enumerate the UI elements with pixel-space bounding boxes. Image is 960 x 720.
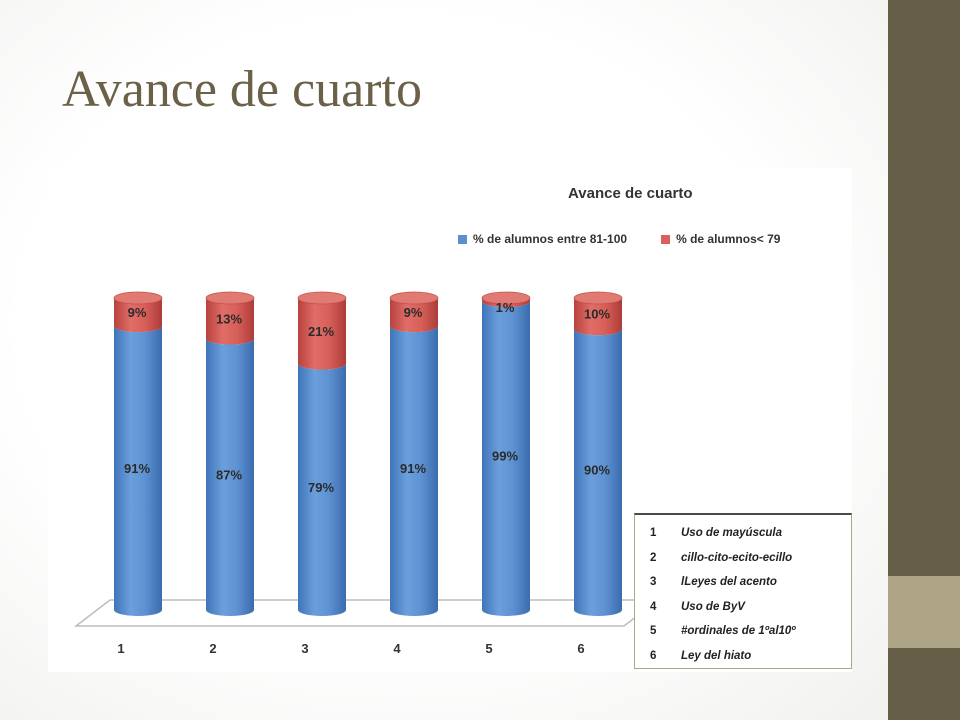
key-row: 4 Uso de ByV — [635, 595, 851, 620]
chart-title: Avance de cuarto — [568, 185, 693, 202]
data-label-series-1: 90% — [584, 463, 610, 478]
bar-segment-series-2 — [114, 298, 162, 333]
data-label-series-2: 1% — [496, 300, 515, 315]
bar-segment-series-1 — [298, 363, 346, 616]
bar-segment-series-2 — [298, 298, 346, 370]
chart-floor — [73, 599, 661, 627]
bar-segment-series-2 — [390, 298, 438, 333]
x-tick-label: 2 — [209, 641, 216, 656]
bar-segment-series-1 — [482, 301, 530, 616]
bar-cap — [481, 291, 531, 305]
data-label-series-1: 91% — [400, 461, 426, 476]
data-label-series-1: 79% — [308, 480, 334, 495]
key-row: 2 cillo-cito-ecito-ecillo — [635, 546, 851, 571]
bar-segment-series-2 — [206, 298, 254, 345]
data-label-series-2: 10% — [584, 307, 610, 322]
bar-segment-series-1 — [574, 329, 622, 616]
data-label-series-2: 9% — [128, 305, 147, 320]
bar-segment-series-1 — [114, 326, 162, 616]
stacked-bar-chart: 91% 9% 1 87% 13% 2 79% 21% 3 91% 9% 4 99% 1% 5 90% 10% 6 — [73, 291, 661, 656]
key-number: 4 — [650, 600, 657, 613]
key-text: cillo-cito-ecito-ecillo — [681, 551, 793, 564]
data-label-series-1: 99% — [492, 449, 518, 464]
key-number: 1 — [650, 527, 657, 540]
key-row: 6 Ley del hiato — [635, 644, 851, 669]
legend-label-series-2: % de alumnos< 79 — [676, 232, 781, 246]
legend-item-series-1: % de alumnos entre 81-100 — [458, 232, 627, 246]
x-tick-label: 1 — [117, 641, 124, 656]
key-number: 2 — [650, 551, 657, 564]
data-label-series-1: 91% — [124, 461, 150, 476]
slide-sidebar-accent — [888, 576, 960, 648]
chart-legend: % de alumnos entre 81-100 % de alumnos< … — [458, 232, 780, 246]
bar-cap — [297, 291, 347, 305]
legend-swatch-red — [661, 234, 671, 244]
x-tick-label: 6 — [577, 641, 584, 656]
bar-segment-series-2 — [482, 298, 530, 308]
key-number: 3 — [650, 576, 657, 589]
data-label-series-2: 9% — [404, 305, 423, 320]
x-tick-label: 5 — [485, 641, 492, 656]
data-label-series-2: 21% — [308, 324, 334, 339]
x-tick-label: 4 — [393, 641, 401, 656]
chart-panel: 91% 9% 1 87% 13% 2 79% 21% 3 91% 9% 4 99% 1% 5 90% 10% 6 … — [48, 168, 852, 672]
slide-title: Avance de cuarto — [62, 61, 422, 118]
key-number: 6 — [650, 649, 657, 662]
data-label-series-1: 87% — [216, 467, 242, 482]
bar-segment-series-1 — [390, 326, 438, 616]
key-text: #ordinales de 1ºal10º — [681, 625, 796, 638]
bar-cap — [205, 291, 255, 305]
bar-segment-series-2 — [574, 298, 622, 336]
bar-cap — [113, 291, 163, 305]
key-row: 1 Uso de mayúscula — [635, 521, 851, 546]
data-label-series-2: 13% — [216, 311, 242, 326]
legend-item-series-2: % de alumnos< 79 — [661, 232, 780, 246]
legend-label-series-1: % de alumnos entre 81-100 — [473, 232, 628, 246]
bar-segment-series-1 — [206, 338, 254, 616]
bar-cap — [389, 291, 439, 305]
key-text: lLeyes del acento — [681, 576, 777, 589]
legend-swatch-blue — [458, 234, 467, 244]
category-key-table: 1 Uso de mayúscula 2 cillo-cito-ecito-ec… — [634, 513, 852, 669]
bar-cap — [573, 291, 623, 305]
key-row: 5 #ordinales de 1ºal10º — [635, 619, 851, 644]
x-tick-label: 3 — [301, 641, 308, 656]
key-text: Uso de mayúscula — [681, 527, 782, 540]
key-number: 5 — [650, 625, 657, 638]
key-text: Ley del hiato — [681, 649, 752, 662]
key-text: Uso de ByV — [681, 600, 745, 613]
key-row: 3 lLeyes del acento — [635, 570, 851, 595]
